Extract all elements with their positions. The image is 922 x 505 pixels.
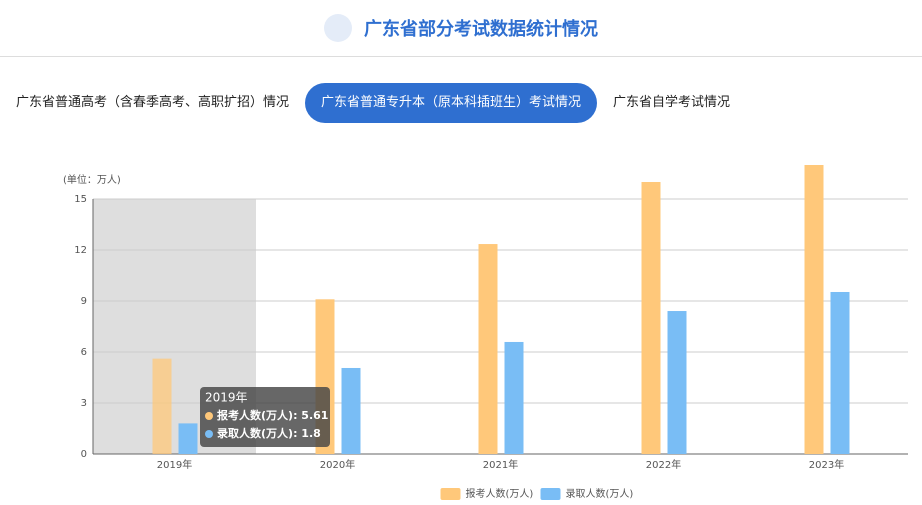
bar — [178, 423, 198, 454]
tab[interactable]: 广东省普通专升本（原本科插班生）考试情况 — [305, 83, 598, 123]
tab-bar: 广东省普通高考（含春季高考、高职扩招）情况 广东省普通专升本（原本科插班生）考试情… — [0, 83, 746, 123]
y-tick-label: 15 — [74, 194, 87, 205]
y-tick-label: 0 — [81, 449, 87, 460]
y-tick-label: 6 — [81, 347, 87, 358]
header: 广东省部分考试数据统计情况 — [0, 0, 922, 57]
x-tick-label: 2023年 — [809, 458, 844, 471]
tooltip-value: 5.61 — [301, 409, 328, 422]
bar — [152, 358, 172, 454]
legend-label: 录取人数(万人) — [566, 487, 634, 500]
tooltip-line: 报考人数(万人): 5.61 — [217, 408, 328, 422]
y-tick-label: 9 — [81, 296, 87, 307]
x-tick-label: 2021年 — [483, 458, 518, 471]
tooltip-sep: : — [293, 427, 301, 440]
bar — [667, 311, 687, 454]
tooltip-name: 录取人数(万人) — [217, 426, 293, 440]
page-title: 广东省部分考试数据统计情况 — [364, 19, 598, 40]
bar — [804, 165, 824, 454]
bar — [504, 341, 524, 454]
bar — [641, 182, 661, 454]
tab[interactable]: 广东省普通高考（含春季高考、高职扩招）情况 — [16, 95, 290, 110]
tooltip-dot — [205, 412, 213, 420]
unit-label: (单位：万人) — [63, 173, 121, 186]
tooltip-value: 1.8 — [301, 427, 321, 440]
x-tick-label: 2022年 — [646, 458, 681, 471]
y-tick-label: 12 — [74, 245, 87, 256]
tooltip-name: 报考人数(万人) — [217, 408, 293, 422]
x-tick-label: 2019年 — [157, 458, 192, 471]
tooltip — [200, 387, 330, 447]
header-icon — [324, 14, 352, 42]
tooltip-dot — [205, 430, 213, 438]
x-tick-label: 2020年 — [320, 458, 355, 471]
y-tick-label: 3 — [81, 398, 87, 409]
bar — [478, 244, 498, 454]
tooltip-line: 录取人数(万人): 1.8 — [217, 426, 321, 440]
legend-swatch — [540, 488, 561, 500]
tooltip-title: 2019年 — [205, 391, 248, 405]
bar — [830, 291, 850, 454]
bar — [341, 367, 361, 454]
tooltip-sep: : — [293, 409, 301, 422]
tab[interactable]: 广东省自学考试情况 — [613, 95, 731, 110]
legend-swatch — [440, 488, 461, 500]
legend-label: 报考人数(万人) — [466, 487, 534, 500]
